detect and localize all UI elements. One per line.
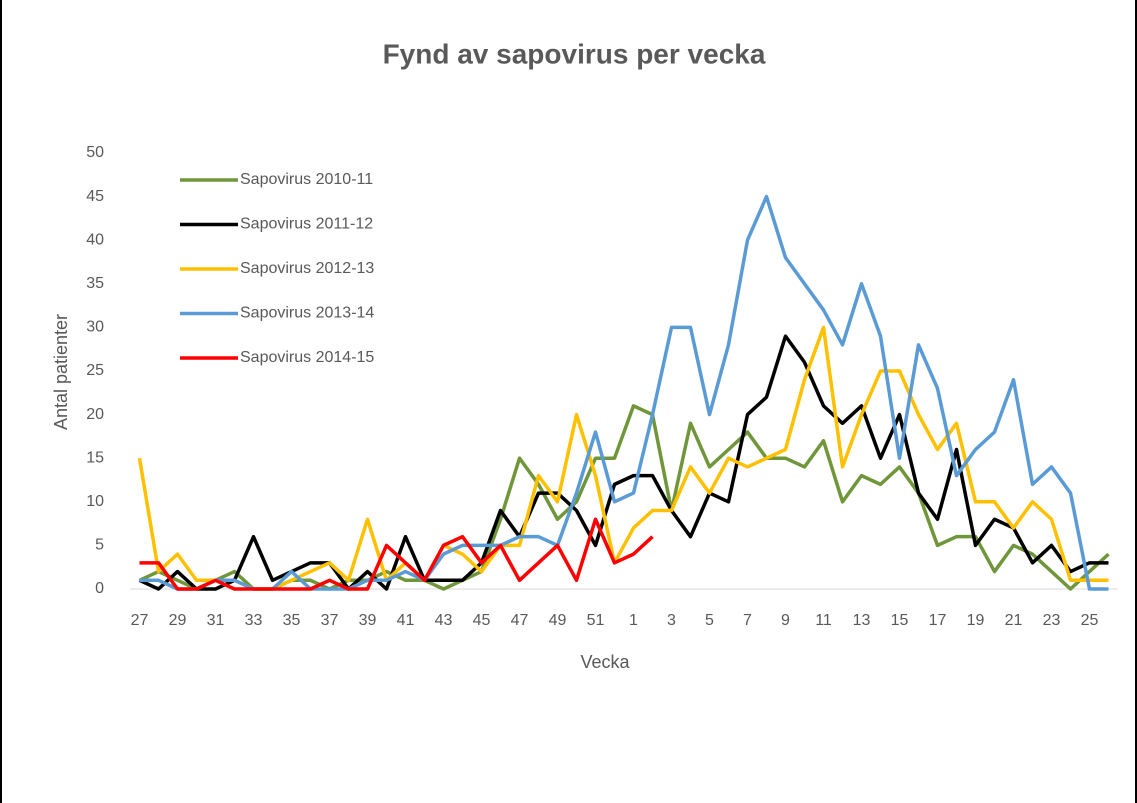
series-line <box>138 334 1109 591</box>
x-tick-label: 21 <box>1005 612 1023 629</box>
y-tick-label: 50 <box>86 144 104 161</box>
y-tick-label: 15 <box>86 449 104 466</box>
x-tick-label: 37 <box>321 612 339 629</box>
x-tick-label: 29 <box>169 612 187 629</box>
x-tick-label: 3 <box>667 612 676 629</box>
x-tick-label: 45 <box>473 612 491 629</box>
y-tick-label: 25 <box>86 362 104 379</box>
x-tick-label: 25 <box>1081 612 1099 629</box>
legend-label: Sapovirus 2011-12 <box>240 216 373 233</box>
x-tick-label: 31 <box>207 612 225 629</box>
x-tick-label: 5 <box>705 612 714 629</box>
y-tick-label: 0 <box>95 580 104 597</box>
x-tick-label: 11 <box>815 612 832 629</box>
series-line <box>139 194 1109 591</box>
x-tick-label: 43 <box>435 612 453 629</box>
x-tick-label: 51 <box>587 612 605 629</box>
y-tick-label: 30 <box>86 319 104 336</box>
x-tick-label: 49 <box>549 612 567 629</box>
x-tick-label: 15 <box>891 612 909 629</box>
y-tick-label: 5 <box>95 537 104 554</box>
x-tick-label: 13 <box>853 612 871 629</box>
chart-title: Fynd av sapovirus per vecka <box>383 38 766 69</box>
legend-label: Sapovirus 2010-11 <box>240 171 373 188</box>
x-tick-label: 9 <box>781 612 790 629</box>
x-tick-label: 7 <box>743 612 752 629</box>
series-line <box>137 325 1109 591</box>
x-tick-label: 39 <box>359 612 377 629</box>
x-tick-label: 47 <box>511 612 529 629</box>
x-tick-label: 27 <box>131 612 149 629</box>
x-tick-label: 41 <box>397 612 415 629</box>
y-tick-label: 35 <box>86 275 104 292</box>
x-tick-label: 23 <box>1043 612 1061 629</box>
y-tick-label: 40 <box>86 231 104 248</box>
x-tick-label: 1 <box>629 612 638 629</box>
x-tick-label: 19 <box>967 612 985 629</box>
y-tick-label: 45 <box>86 188 104 205</box>
y-tick-label: 10 <box>86 493 104 510</box>
y-tick-label: 20 <box>86 406 104 423</box>
series-line <box>139 517 654 591</box>
x-axis-label: Vecka <box>580 652 630 672</box>
legend-label: Sapovirus 2012-13 <box>240 260 374 277</box>
y-axis-label: Antal patienter <box>51 314 71 430</box>
legend-label: Sapovirus 2014-15 <box>240 349 374 366</box>
x-tick-label: 35 <box>283 612 301 629</box>
legend-label: Sapovirus 2013-14 <box>240 305 374 322</box>
x-tick-label: 33 <box>245 612 263 629</box>
x-tick-label: 17 <box>929 612 947 629</box>
